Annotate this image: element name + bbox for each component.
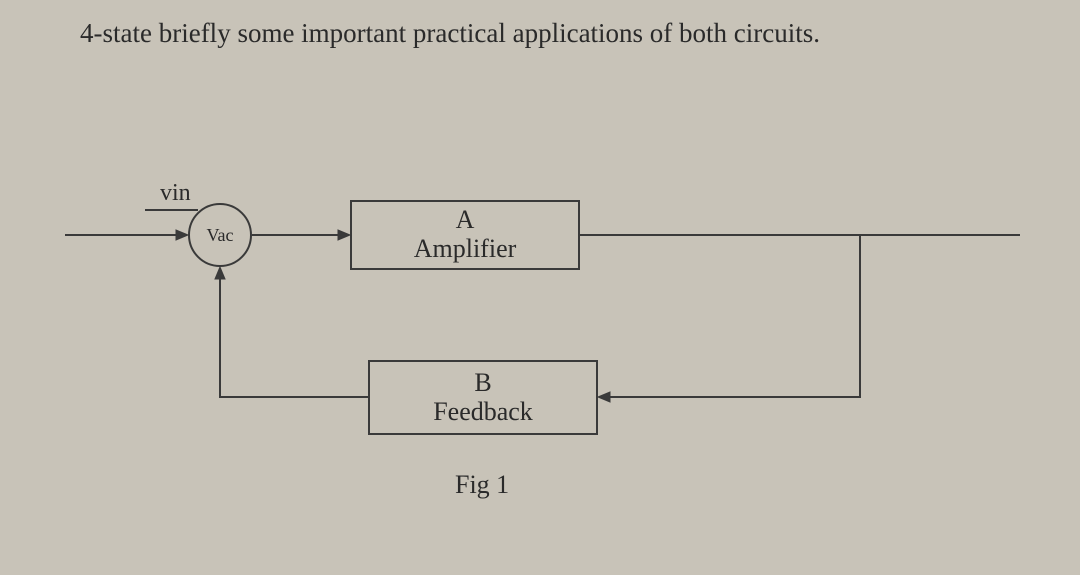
amplifier-letter: A	[456, 206, 475, 235]
question-heading: 4-state briefly some important practical…	[80, 18, 820, 49]
feedback-block: B Feedback	[368, 360, 598, 435]
vin-label: vin	[160, 180, 191, 207]
figure-caption: Fig 1	[455, 470, 509, 500]
diagram-wires	[0, 0, 1080, 575]
feedback-label: Feedback	[433, 398, 533, 427]
amplifier-block: A Amplifier	[350, 200, 580, 270]
summing-node-label: Vac	[207, 225, 234, 246]
summing-node: Vac	[188, 203, 252, 267]
amplifier-label: Amplifier	[414, 235, 517, 264]
feedback-letter: B	[474, 369, 491, 398]
